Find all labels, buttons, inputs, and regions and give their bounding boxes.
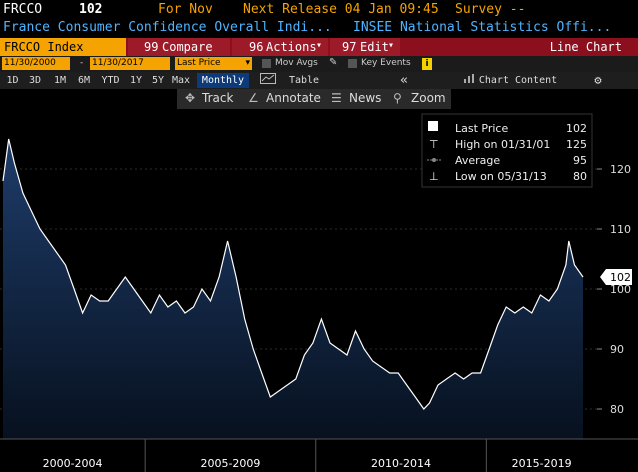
edit-button[interactable]: 97 Edit ▾ [330, 38, 400, 56]
legend-high-icon: ⊤ [429, 138, 439, 151]
news-icon: ☰ [331, 91, 342, 105]
y-tick-label-90: 90 [610, 343, 624, 356]
mov-avgs-checkbox[interactable] [262, 59, 271, 68]
legend-high-value: 125 [566, 138, 587, 151]
table-button[interactable]: Table [288, 75, 320, 86]
index-field[interactable]: FRCCO Index [0, 38, 126, 56]
collapse-icon[interactable]: « [400, 73, 408, 88]
actions-caret-icon: ▾ [316, 40, 323, 51]
period-1y[interactable]: 1Y [129, 75, 143, 86]
range-bar: 11/30/2000 - 11/30/2017 Last Price ▾ Mov… [0, 56, 638, 72]
legend-average-label: Average [455, 154, 500, 167]
x-axis: 2000-2004 2005-2009 2010-2014 2015-2019 [43, 439, 572, 472]
chart-content-button[interactable]: Chart Content [478, 75, 558, 86]
series-line [2, 138, 584, 410]
price-select[interactable]: Last Price ▾ [175, 57, 252, 70]
series-area [3, 139, 583, 439]
series-title: France Consumer Confidence Overall Indi.… [3, 20, 332, 35]
key-events-checkbox[interactable] [348, 59, 357, 68]
actions-button[interactable]: 96 Actions ▾ [232, 38, 328, 56]
settings-gear-icon[interactable]: ⚙ [594, 73, 602, 87]
x-tick-label-1: 2005-2009 [200, 457, 260, 470]
x-tick-label-0: 2000-2004 [43, 457, 103, 470]
chart-content-icon [462, 73, 476, 88]
end-date-input[interactable]: 11/30/2017 [90, 57, 170, 70]
track-button[interactable]: Track [202, 91, 234, 105]
zoom-button[interactable]: Zoom [411, 91, 446, 105]
zoom-icon: ⚲ [393, 91, 402, 105]
legend-average-icon [432, 158, 436, 162]
annotate-icon: ∠ [248, 91, 259, 105]
legend-last-price-value: 102 [566, 122, 587, 135]
news-button[interactable]: News [349, 91, 382, 105]
y-tick-label-110: 110 [610, 223, 631, 236]
pencil-icon[interactable]: ✎ [329, 57, 338, 68]
key-events-label: Key Events [361, 58, 411, 68]
period-bar [0, 72, 638, 89]
frequency-select[interactable]: Monthly ▾ [197, 73, 249, 101]
x-tick-label-3: 2015-2019 [512, 457, 572, 470]
legend-low-icon: ⊥ [429, 170, 439, 183]
legend-last-price-swatch [428, 121, 438, 131]
info-icon[interactable]: i [422, 58, 432, 70]
last-value-tag: 102 [600, 269, 632, 285]
y-tick-label-100: 100 [610, 283, 631, 296]
header-bar: FRCCO 102 For Nov Next Release 04 Jan 09… [0, 0, 638, 19]
compare-button[interactable]: 99 Compare [128, 38, 230, 56]
legend-low-value: 80 [573, 170, 587, 183]
legend-high-label: High on 01/31/01 [455, 138, 550, 151]
mov-avgs-label: Mov Avgs [275, 58, 318, 68]
price-select-caret-icon: ▾ [245, 58, 250, 68]
track-icon: ✥ [185, 91, 196, 105]
legend-average-value: 95 [573, 154, 587, 167]
subheader-bar: France Consumer Confidence Overall Indi.… [0, 19, 638, 38]
chart-type-label[interactable]: Line Chart [549, 40, 622, 54]
main-toolbar: FRCCO Index 99 Compare 96 Actions ▾ 97 E… [0, 38, 638, 56]
legend: Last Price 102 ⊤ High on 01/31/01 125 Av… [421, 113, 593, 188]
tool-bar: ✥ Track ∠ Annotate ☰ News ⚲ Zoom [177, 89, 451, 109]
next-release: Next Release 04 Jan 09:45 [243, 2, 439, 17]
period-3d[interactable]: 3D [28, 75, 42, 86]
y-tick-label-80: 80 [610, 403, 624, 416]
y-axis: 80 90 100 110 120 [597, 163, 631, 416]
x-tick-label-2: 2010-2014 [371, 457, 431, 470]
svg-text:102: 102 [610, 271, 631, 284]
legend-low-label: Low on 05/31/13 [455, 170, 547, 183]
start-date-input[interactable]: 11/30/2000 [2, 57, 70, 70]
ticker: FRCCO [3, 2, 43, 17]
annotate-button[interactable]: Annotate [266, 91, 321, 105]
for-period: For Nov [158, 2, 213, 17]
survey: Survey -- [455, 2, 526, 17]
header-value: 102 [79, 2, 103, 17]
series-source: INSEE National Statistics Offi... [353, 20, 612, 35]
period-1m[interactable]: 1M [53, 75, 67, 86]
period-max[interactable]: Max [171, 75, 191, 86]
period-1d[interactable]: 1D [6, 75, 19, 86]
period-ytd[interactable]: YTD [101, 75, 120, 86]
period-5y[interactable]: 5Y [151, 75, 165, 86]
chart-style-icon[interactable] [258, 73, 278, 88]
period-6m[interactable]: 6M [77, 75, 91, 86]
edit-caret-icon: ▾ [388, 40, 395, 51]
y-tick-label-120: 120 [610, 163, 631, 176]
legend-last-price-label: Last Price [455, 122, 508, 135]
chart-area: 80 90 100 110 120 2000-2004 2005-2009 2010-201… [0, 109, 638, 472]
